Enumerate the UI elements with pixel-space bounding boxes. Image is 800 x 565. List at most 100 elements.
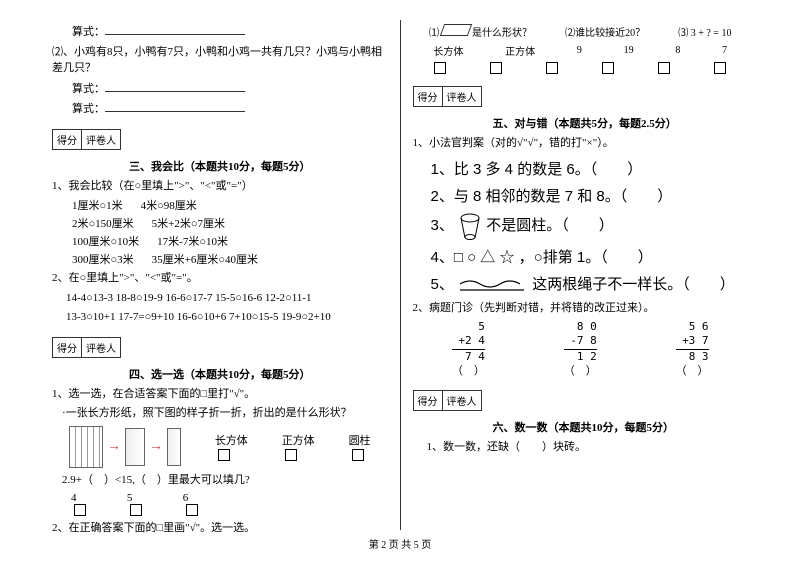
blank-line bbox=[105, 100, 245, 112]
cmp-row: 100厘米○10米 17米-7米○10米 bbox=[72, 233, 388, 249]
cmp: 100厘米○10米 bbox=[72, 233, 139, 249]
cmp-row: 300厘米○3米 35厘米+6厘米○40厘米 bbox=[72, 251, 388, 267]
calc-col: 5 6 +3 7 8 3 （ ） bbox=[676, 320, 709, 378]
section-6-title: 六、数一数（本题共10分，每题5分） bbox=[493, 419, 749, 435]
checkbox[interactable] bbox=[658, 62, 670, 74]
option: 5 bbox=[127, 492, 145, 516]
right-column: ⑴ 是什么形状？ ⑵谁比较接近20？ ⑶ 3 + ? = 10 长方体 正方体 … bbox=[401, 20, 761, 530]
score-cell: 得分 bbox=[53, 338, 82, 357]
fold-diagram-row: → → 长方体 正方体 圆柱 bbox=[52, 426, 388, 468]
score-cell: 评卷人 bbox=[82, 130, 120, 149]
judge-1: 1、比 3 多 4 的数是 6。（ ） bbox=[431, 158, 749, 179]
judge-5: 5、 这两根绳子不一样长。（ ） bbox=[431, 273, 749, 294]
label: 长方体 bbox=[433, 43, 463, 58]
j3-prefix: 3、 bbox=[431, 216, 454, 233]
score-cell: 得分 bbox=[414, 391, 443, 410]
score-cell: 得分 bbox=[53, 130, 82, 149]
num: 6 bbox=[183, 492, 201, 504]
num: 5 bbox=[127, 492, 145, 504]
paren: （ ） bbox=[452, 364, 485, 378]
paper-fold1-icon bbox=[125, 428, 145, 466]
num: 7 bbox=[722, 45, 727, 56]
q4-1b: 2.9+（ ）<15,（ ）里最大可以填几? bbox=[62, 472, 388, 489]
calc-r: 7 4 bbox=[452, 350, 485, 364]
checkbox[interactable] bbox=[714, 62, 726, 74]
equation-line: 算式： bbox=[52, 23, 388, 41]
cmp: 2米○150厘米 bbox=[72, 215, 134, 231]
cmp: 17米-7米○10米 bbox=[157, 233, 228, 249]
score-cell: 评卷人 bbox=[443, 87, 481, 106]
calc-b: -7 8 bbox=[564, 334, 597, 349]
checkbox[interactable] bbox=[285, 449, 297, 461]
checkbox[interactable] bbox=[74, 504, 86, 516]
q4-1a: ·一张长方形纸，照下图的样子折一折，折出的是什么形状？ bbox=[62, 405, 388, 422]
paren: （ ） bbox=[564, 364, 597, 378]
page-footer: 第 2 页 共 5 页 bbox=[40, 536, 760, 551]
cmp: 1厘米○1米 bbox=[72, 197, 123, 213]
q-close20: ⑵谁比较接近20？ bbox=[565, 24, 645, 39]
checkbox[interactable] bbox=[130, 504, 142, 516]
opt-label: 圆柱 bbox=[349, 432, 371, 448]
num: 19 bbox=[624, 45, 634, 56]
num: 4 bbox=[71, 492, 89, 504]
cmp: 4米○98厘米 bbox=[141, 197, 197, 213]
section-4-title: 四、选一选（本题共10分，每题5分） bbox=[52, 366, 388, 382]
equation-line: 算式： bbox=[52, 80, 388, 98]
score-box: 得分 评卷人 bbox=[52, 337, 121, 358]
checkbox[interactable] bbox=[602, 62, 614, 74]
cmp2-row: 14-4○13-3 18-8○19-9 16-6○17-7 15-5○16-6 … bbox=[66, 290, 388, 307]
option: 圆柱 bbox=[349, 432, 371, 460]
judge-4: 4、□ ○ △ ☆ ，○排第 1。（ ） bbox=[431, 246, 749, 267]
j5-suffix: 这两根绳子不一样长。（ ） bbox=[532, 276, 735, 293]
q-text: 是什么形状？ bbox=[472, 28, 532, 39]
checkbox[interactable] bbox=[186, 504, 198, 516]
checkbox[interactable] bbox=[490, 62, 502, 74]
eq-label: 算式： bbox=[72, 83, 105, 95]
arrow-icon: → bbox=[149, 439, 163, 455]
checkbox[interactable] bbox=[434, 62, 446, 74]
calc-b: +3 7 bbox=[676, 334, 709, 349]
checkbox[interactable] bbox=[352, 449, 364, 461]
q3-2: 2、在○里填上">"、"<"或"="。 bbox=[52, 270, 388, 287]
score-cell: 得分 bbox=[414, 87, 443, 106]
label: 正方体 bbox=[505, 43, 535, 58]
num-options: 4 5 6 bbox=[52, 492, 220, 516]
fold-sequence: → → bbox=[69, 426, 181, 468]
checkbox[interactable] bbox=[218, 449, 230, 461]
rope-icon bbox=[458, 276, 528, 294]
checkbox-row bbox=[413, 62, 749, 74]
q5-2: 2、病题门诊（先判断对错，并将错的改正过来）。 bbox=[413, 300, 749, 317]
num: 8 bbox=[675, 45, 680, 56]
score-box: 得分 评卷人 bbox=[52, 129, 121, 150]
cmp-row: 2米○150厘米 5米+2米○7厘米 bbox=[72, 215, 388, 231]
paren: （ ） bbox=[676, 364, 709, 378]
calc-block: 5 +2 4 7 4 （ ） 8 0 -7 8 1 2 （ ） 5 6 +3 7… bbox=[413, 320, 749, 378]
q4-1: 1、选一选，在合适答案下面的□里打"√"。 bbox=[52, 386, 388, 403]
num: 9 bbox=[577, 45, 582, 56]
calc-a: 5 bbox=[452, 320, 485, 334]
score-box: 得分 评卷人 bbox=[413, 390, 482, 411]
option: 长方体 bbox=[215, 432, 248, 460]
q5-1: 1、小法官判案（对的√"√"，错的打"×"）。 bbox=[413, 135, 749, 152]
q-fill: ⑶ 3 + ? = 10 bbox=[678, 24, 731, 39]
calc-col: 5 +2 4 7 4 （ ） bbox=[452, 320, 485, 378]
blank-line bbox=[105, 80, 245, 92]
calc-a: 8 0 bbox=[564, 320, 597, 334]
eq-label: 算式： bbox=[72, 26, 105, 38]
calc-a: 5 6 bbox=[676, 320, 709, 334]
paper-flat-icon bbox=[69, 426, 103, 468]
q6-1: 1、数一数，还缺（ ）块砖。 bbox=[427, 439, 749, 456]
blank-line bbox=[105, 23, 245, 35]
labels-row: 长方体 正方体 9 19 8 7 bbox=[413, 43, 749, 58]
score-cell: 评卷人 bbox=[443, 391, 481, 410]
score-box: 得分 评卷人 bbox=[413, 86, 482, 107]
checkbox[interactable] bbox=[546, 62, 558, 74]
j3-suffix: 不是圆柱。（ ） bbox=[486, 216, 614, 233]
score-cell: 评卷人 bbox=[82, 338, 120, 357]
calc-r: 1 2 bbox=[564, 350, 597, 364]
cmp-row: 1厘米○1米 4米○98厘米 bbox=[72, 197, 388, 213]
left-column: 算式： ⑵、小鸡有8只，小鸭有7只，小鸭和小鸡一共有几只？小鸡与小鸭相差几只？ … bbox=[40, 20, 401, 530]
cmp: 35厘米+6厘米○40厘米 bbox=[152, 251, 258, 267]
eq-label: 算式： bbox=[72, 103, 105, 115]
arrow-icon: → bbox=[107, 439, 121, 455]
